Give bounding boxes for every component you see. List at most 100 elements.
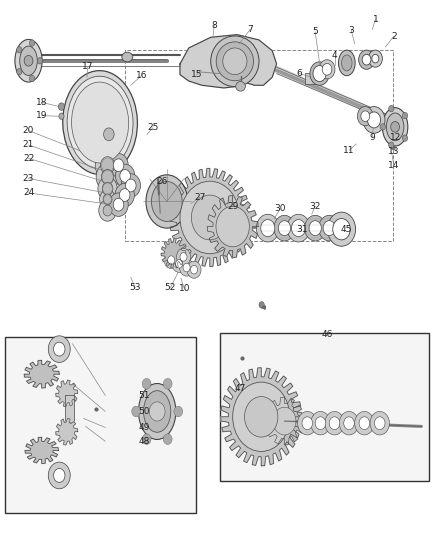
Circle shape xyxy=(101,158,113,173)
Ellipse shape xyxy=(63,71,137,174)
Circle shape xyxy=(273,215,294,241)
Circle shape xyxy=(100,157,114,174)
Circle shape xyxy=(354,411,373,435)
Circle shape xyxy=(53,469,65,482)
Polygon shape xyxy=(220,368,301,466)
Circle shape xyxy=(37,58,42,64)
Circle shape xyxy=(102,170,113,184)
Text: 10: 10 xyxy=(178,285,190,293)
Circle shape xyxy=(175,260,182,268)
Circle shape xyxy=(180,181,239,254)
Circle shape xyxy=(308,221,321,236)
Circle shape xyxy=(304,215,325,241)
Circle shape xyxy=(332,219,350,240)
Circle shape xyxy=(95,150,120,180)
Bar xyxy=(125,50,392,241)
Circle shape xyxy=(99,190,115,209)
Circle shape xyxy=(256,214,279,242)
Circle shape xyxy=(388,106,393,112)
Polygon shape xyxy=(161,238,185,268)
Circle shape xyxy=(190,265,197,274)
Circle shape xyxy=(102,183,112,195)
Text: 52: 52 xyxy=(164,284,176,292)
Circle shape xyxy=(343,417,353,430)
Text: 49: 49 xyxy=(138,423,149,432)
Circle shape xyxy=(96,163,119,191)
Circle shape xyxy=(272,407,295,435)
Circle shape xyxy=(102,182,113,195)
Circle shape xyxy=(232,382,289,451)
Text: 5: 5 xyxy=(311,28,318,36)
Circle shape xyxy=(109,154,128,177)
Circle shape xyxy=(361,54,370,65)
Circle shape xyxy=(53,342,65,356)
Ellipse shape xyxy=(235,82,245,91)
Text: 27: 27 xyxy=(194,193,205,201)
Ellipse shape xyxy=(216,42,253,80)
Text: 23: 23 xyxy=(23,174,34,183)
Circle shape xyxy=(187,261,201,278)
Ellipse shape xyxy=(341,55,351,71)
Circle shape xyxy=(179,259,193,276)
Text: 12: 12 xyxy=(389,133,400,142)
Circle shape xyxy=(24,55,33,66)
Text: 47: 47 xyxy=(234,384,246,392)
Bar xyxy=(304,73,315,84)
Circle shape xyxy=(318,215,339,241)
Ellipse shape xyxy=(67,76,133,169)
Circle shape xyxy=(120,169,130,182)
Text: 21: 21 xyxy=(23,141,34,149)
Circle shape xyxy=(371,54,378,63)
Circle shape xyxy=(309,62,328,85)
Ellipse shape xyxy=(223,48,246,75)
Text: 51: 51 xyxy=(138,391,149,400)
Text: 1: 1 xyxy=(371,15,378,24)
Ellipse shape xyxy=(385,113,403,141)
Circle shape xyxy=(172,255,186,272)
Circle shape xyxy=(99,200,116,221)
Circle shape xyxy=(121,174,140,197)
Text: 11: 11 xyxy=(343,146,354,155)
Text: 32: 32 xyxy=(309,202,320,211)
Circle shape xyxy=(244,397,277,437)
Circle shape xyxy=(176,248,190,265)
Ellipse shape xyxy=(71,82,128,163)
Circle shape xyxy=(115,164,134,188)
Text: 30: 30 xyxy=(274,205,285,213)
Circle shape xyxy=(59,113,64,119)
Ellipse shape xyxy=(143,391,170,432)
Ellipse shape xyxy=(210,36,258,86)
Ellipse shape xyxy=(20,46,37,76)
Circle shape xyxy=(360,111,369,122)
Circle shape xyxy=(29,40,35,46)
Circle shape xyxy=(301,417,312,430)
Circle shape xyxy=(278,221,290,236)
Circle shape xyxy=(163,434,172,445)
Circle shape xyxy=(215,206,249,247)
Circle shape xyxy=(103,195,111,204)
Text: 50: 50 xyxy=(138,407,149,416)
Polygon shape xyxy=(24,360,59,388)
Polygon shape xyxy=(25,437,58,464)
Circle shape xyxy=(142,378,151,389)
Polygon shape xyxy=(180,35,276,88)
Circle shape xyxy=(109,193,128,216)
Polygon shape xyxy=(56,380,78,407)
Polygon shape xyxy=(169,168,250,266)
Circle shape xyxy=(367,112,380,128)
Circle shape xyxy=(103,205,112,216)
Circle shape xyxy=(173,406,182,417)
Circle shape xyxy=(312,66,325,82)
Circle shape xyxy=(402,112,407,119)
Circle shape xyxy=(314,417,325,430)
Text: 9: 9 xyxy=(368,133,374,142)
Circle shape xyxy=(48,336,70,362)
Circle shape xyxy=(388,142,393,148)
Circle shape xyxy=(286,214,309,242)
Text: 13: 13 xyxy=(387,148,399,156)
Polygon shape xyxy=(264,397,304,445)
Circle shape xyxy=(17,46,22,53)
Bar xyxy=(5,337,196,513)
Bar xyxy=(220,333,428,481)
Text: 6: 6 xyxy=(296,69,302,78)
